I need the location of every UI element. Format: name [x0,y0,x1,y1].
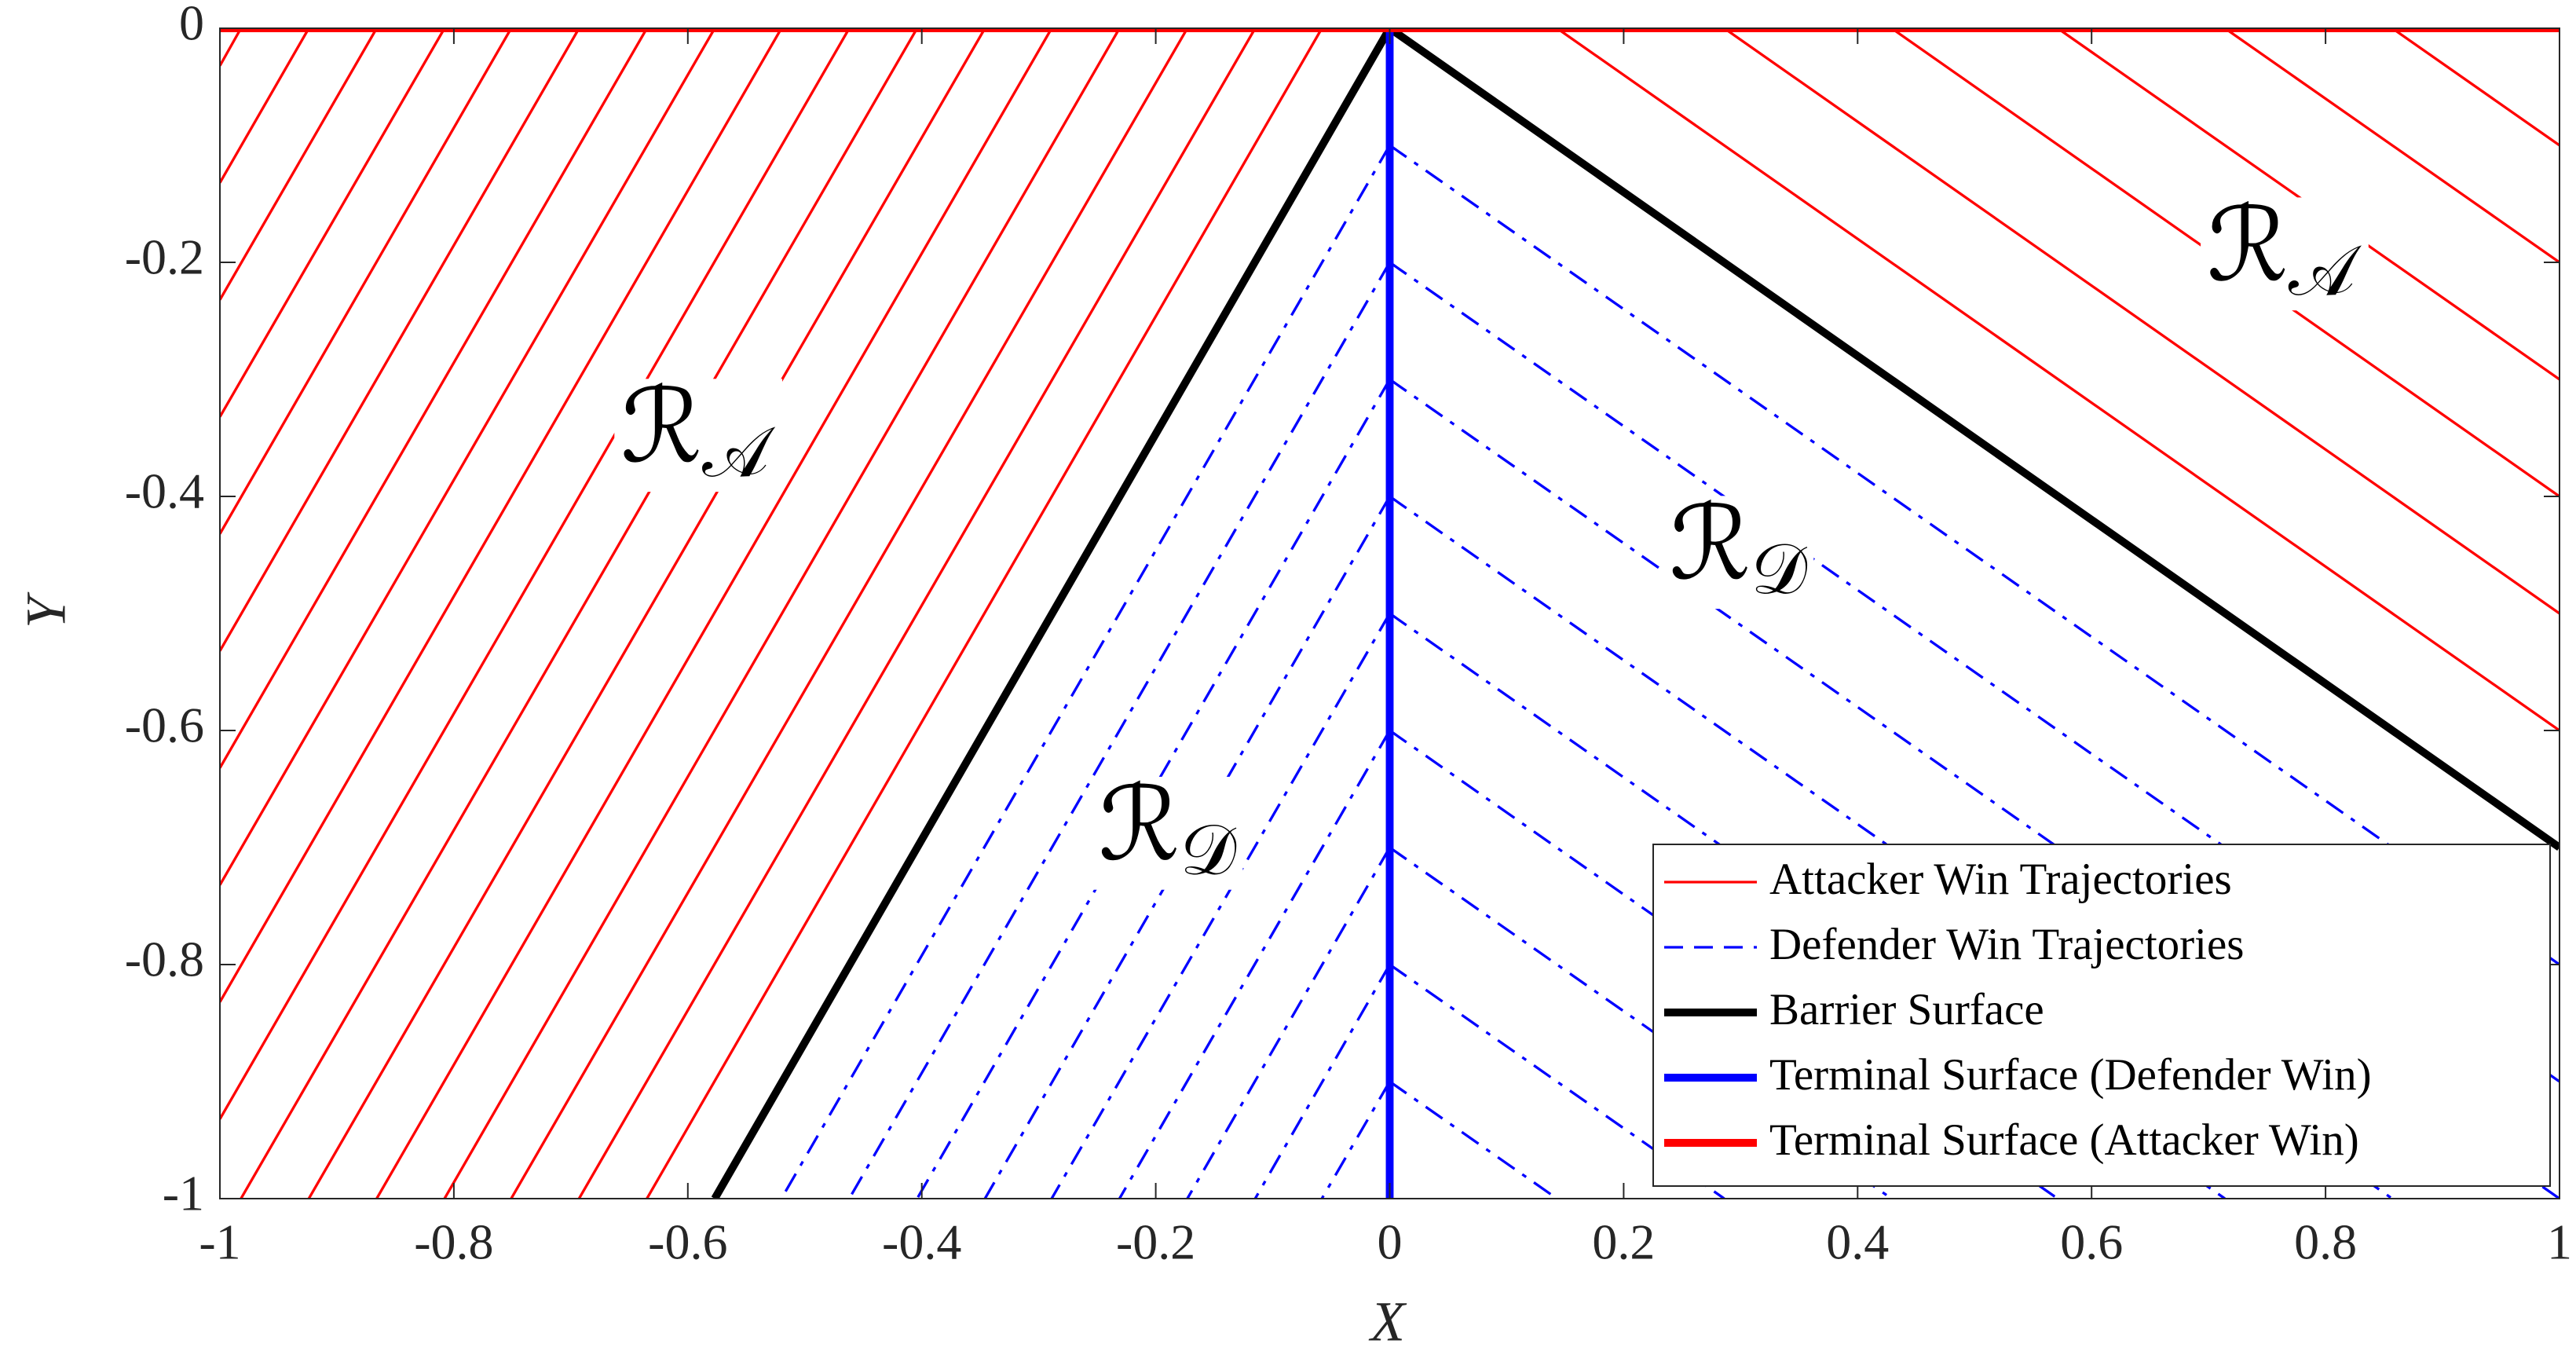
y-tick-label: -0.2 [125,229,204,285]
series-line [220,28,243,67]
series-line [220,28,783,1003]
series-line [220,28,513,535]
series-line [220,28,649,769]
x-tick-label: 0.4 [1826,1214,1889,1270]
y-tick-label: -0.8 [125,932,204,987]
annotation: ℛ𝒟 [1099,769,1237,890]
series-line [1253,964,1391,1199]
annotation-background [2201,197,2369,311]
annotation-background [614,379,783,492]
annotation-sub: 𝒜 [2289,232,2362,310]
legend-label: Attacker Win Trajectories [1769,855,2232,904]
x-tick-label: -0.8 [414,1214,493,1270]
annotation-sub: 𝒟 [1180,812,1236,890]
annotation: ℛ𝒜 [620,371,776,492]
y-tick-label: -0.4 [125,463,204,519]
annotation-main: ℛ [2207,189,2289,302]
legend-label: Barrier Surface [1769,985,2044,1034]
series-line [2224,28,2560,264]
annotation-background [1092,776,1243,890]
series-line [1723,28,2560,615]
y-tick-label: -1 [163,1166,204,1221]
series-line [577,28,1257,1199]
series-line [220,28,379,301]
series-line [847,262,1391,1199]
x-tick-label: -0.6 [648,1214,727,1270]
series-line [220,28,716,886]
series-line [780,145,1391,1199]
series-line [1556,28,2560,732]
annotation-background [1663,496,1814,610]
x-tick-label: 1 [2547,1214,2572,1270]
annotation-sub: 𝒜 [702,414,776,492]
plot-area [220,28,2560,1199]
annotation: ℛ𝒜 [2207,189,2362,310]
series-line [2391,28,2560,147]
annotation-main: ℛ [1670,488,1751,601]
x-tick-label: -0.4 [882,1214,961,1270]
series-line [307,28,986,1199]
y-tick-label: 0 [179,0,204,51]
annotation: ℛ𝒟 [1670,488,1808,609]
series-line [375,28,1053,1199]
series-line [1389,846,1893,1199]
series-line [1050,613,1391,1199]
series-line [711,28,2560,1199]
series-line [510,28,1189,1199]
series-line [220,28,580,652]
y-tick-label: -0.6 [125,697,204,753]
series-line [443,28,1121,1199]
y-axis-label: Y [15,591,78,628]
x-tick-label: 0.6 [2060,1214,2123,1270]
series-line [1389,1080,1558,1199]
series-line [220,28,310,184]
legend-label: Defender Win Trajectories [1769,920,2244,969]
legend-label: Terminal Surface (Attacker Win) [1769,1115,2359,1165]
x-tick-label: 0.8 [2294,1214,2357,1270]
legend-box [1652,844,2551,1187]
x-tick-label: -1 [199,1214,240,1270]
series-line [1118,730,1391,1199]
annotation-main: ℛ [620,371,702,484]
series-line [1389,144,2560,966]
annotation-main: ℛ [1099,769,1180,882]
series-line [646,28,1323,1199]
x-axis-label: X [1368,1291,1407,1353]
x-tick-label: 0.2 [1592,1214,1655,1270]
x-tick-label: -0.2 [1116,1214,1195,1270]
series-line [220,28,446,418]
annotation-sub: 𝒟 [1751,531,1807,609]
legend-label: Terminal Surface (Defender Win) [1769,1050,2372,1100]
series-line [220,28,851,1120]
series-line [240,28,919,1199]
x-tick-label: 0 [1378,1214,1403,1270]
